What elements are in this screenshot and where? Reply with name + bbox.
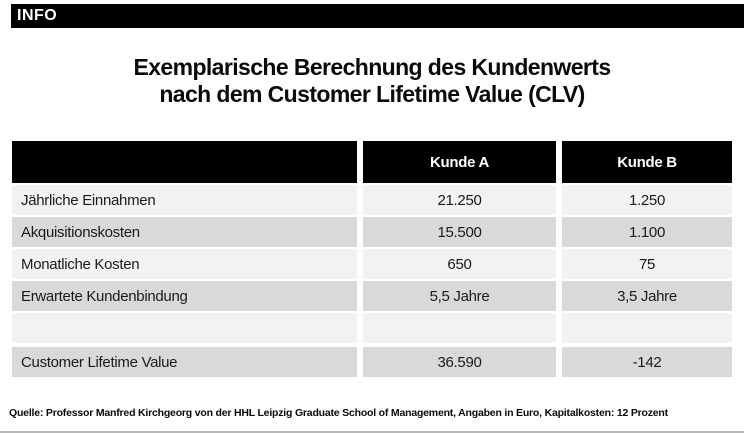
row-label: Erwartete Kundenbindung: [12, 281, 357, 311]
row-value-kunde-b: [562, 313, 732, 343]
header-cell-kunde-b: Kunde B: [562, 141, 732, 183]
row-label: Customer Lifetime Value: [12, 347, 357, 377]
row-value-kunde-b: 75: [562, 249, 732, 279]
row-value-kunde-b: 1.100: [562, 217, 732, 247]
header-cell-kunde-a: Kunde A: [363, 141, 556, 183]
clv-table: Kunde A Kunde B Jährliche Einnahmen 21.2…: [12, 141, 732, 379]
page-title-line1: Exemplarische Berechnung des Kundenwerts: [133, 54, 611, 80]
table-row: Jährliche Einnahmen 21.250 1.250: [12, 185, 732, 215]
row-value-kunde-a: [363, 313, 556, 343]
row-label: Monatliche Kosten: [12, 249, 357, 279]
table-row-empty: [12, 313, 732, 343]
row-value-kunde-a: 15.500: [363, 217, 556, 247]
row-value-kunde-b: 1.250: [562, 185, 732, 215]
table-row: Akquisitionskosten 15.500 1.100: [12, 217, 732, 247]
row-value-kunde-a: 650: [363, 249, 556, 279]
page-title: Exemplarische Berechnung des Kundenwerts…: [0, 54, 744, 108]
row-value-kunde-b: -142: [562, 347, 732, 377]
info-badge-label: INFO: [17, 7, 58, 24]
row-value-kunde-b: 3,5 Jahre: [562, 281, 732, 311]
row-value-kunde-a: 21.250: [363, 185, 556, 215]
row-label: Akquisitionskosten: [12, 217, 357, 247]
info-badge-bar: INFO: [11, 4, 744, 28]
row-label: [12, 313, 357, 343]
table-row: Erwartete Kundenbindung 5,5 Jahre 3,5 Ja…: [12, 281, 732, 311]
row-label: Jährliche Einnahmen: [12, 185, 357, 215]
table-row: Monatliche Kosten 650 75: [12, 249, 732, 279]
row-value-kunde-a: 5,5 Jahre: [363, 281, 556, 311]
header-cell-empty: [12, 141, 357, 183]
table-header-row: Kunde A Kunde B: [12, 141, 732, 183]
page-title-line2: nach dem Customer Lifetime Value (CLV): [159, 81, 585, 107]
table-row-total: Customer Lifetime Value 36.590 -142: [12, 347, 732, 377]
row-value-kunde-a: 36.590: [363, 347, 556, 377]
source-note: Quelle: Professor Manfred Kirchgeorg von…: [9, 407, 668, 419]
